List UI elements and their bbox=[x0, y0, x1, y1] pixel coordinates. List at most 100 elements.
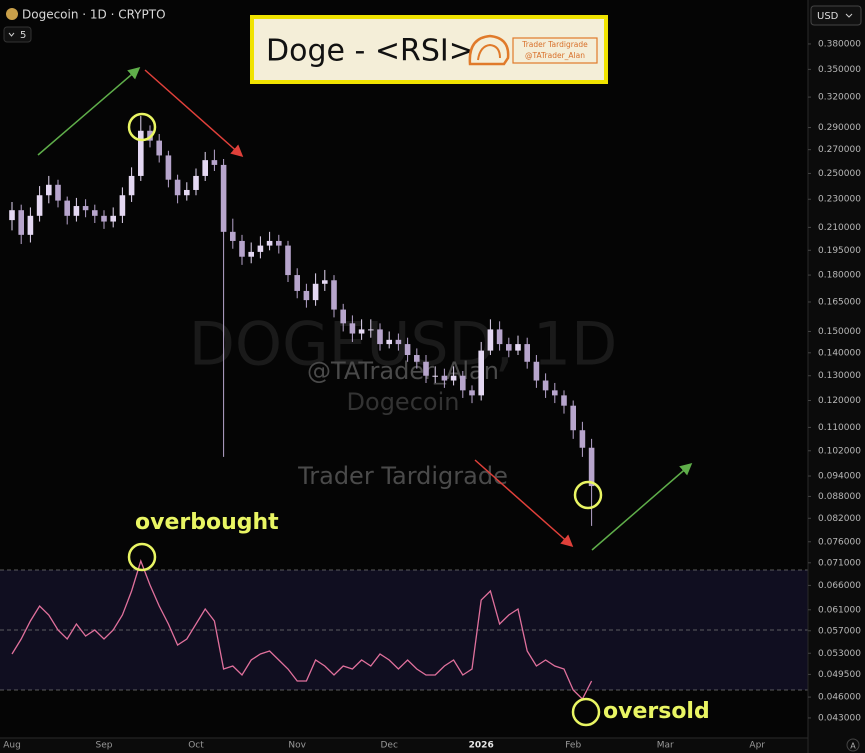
x-tick-label: Apr bbox=[749, 741, 765, 751]
title-box: Doge - <RSI> Trader Tardigrade @TATrader… bbox=[250, 15, 608, 84]
y-tick-label: 0.130000 bbox=[818, 371, 861, 381]
currency[interactable]: USD bbox=[817, 11, 839, 22]
y-tick-label: 0.270000 bbox=[818, 145, 861, 155]
candle-body bbox=[73, 206, 80, 216]
plot bbox=[0, 116, 808, 701]
y-tick-label: 0.094000 bbox=[818, 472, 861, 482]
candle-body bbox=[257, 245, 264, 252]
candle-body bbox=[588, 447, 595, 487]
candle-body bbox=[349, 323, 356, 334]
candle-body bbox=[515, 344, 521, 351]
watermark-brand: Trader Tardigrade bbox=[297, 462, 508, 490]
candle-body bbox=[211, 160, 218, 165]
candle-body bbox=[119, 195, 126, 216]
watermark: DOGEUSD, 1D @TATrader_Alan Dogecoin Trad… bbox=[189, 310, 618, 490]
candle-body bbox=[9, 210, 15, 221]
candle-body bbox=[312, 283, 319, 301]
highlight-circle bbox=[127, 542, 157, 572]
candle-body bbox=[239, 240, 245, 257]
highlight-circle bbox=[127, 112, 157, 142]
y-tick-label: 0.290000 bbox=[818, 123, 861, 133]
highlight-circle bbox=[571, 697, 601, 727]
symbol: Dogecoin · 1D · CRYPTO bbox=[22, 8, 166, 22]
candle-body bbox=[55, 184, 61, 201]
candle-body bbox=[156, 140, 162, 156]
y-tick-label: 0.076000 bbox=[818, 537, 861, 547]
candle-body bbox=[92, 210, 98, 216]
candle-body bbox=[368, 329, 374, 331]
candle-body bbox=[423, 361, 429, 376]
y-tick-label: 0.210000 bbox=[818, 223, 861, 233]
y-tick-label: 0.061000 bbox=[818, 605, 861, 615]
currency-box[interactable] bbox=[810, 5, 862, 26]
trend-arrow bbox=[591, 463, 693, 551]
candle-body bbox=[432, 375, 438, 377]
watermark-handle: @TATrader_Alan bbox=[307, 357, 499, 385]
y-tick-label: 0.120000 bbox=[818, 396, 861, 406]
watermark-name: Dogecoin bbox=[347, 388, 460, 416]
trend-arrow bbox=[144, 69, 244, 157]
candle-body bbox=[82, 206, 89, 211]
interval-count[interactable]: 5 bbox=[20, 30, 26, 41]
candle-body bbox=[230, 231, 236, 241]
auto-label[interactable]: A bbox=[850, 742, 856, 751]
y-tick-label: 0.140000 bbox=[818, 348, 861, 358]
x-tick-label: Oct bbox=[188, 741, 204, 751]
y-tick-label: 0.057000 bbox=[818, 626, 861, 636]
y-tick-label: 0.043000 bbox=[818, 713, 861, 723]
candle-body bbox=[36, 195, 43, 216]
annotation: oversold bbox=[603, 699, 710, 724]
candle-body bbox=[174, 179, 181, 196]
candle-body bbox=[202, 160, 208, 176]
header: Dogecoin · 1D · CRYPTO 5 USD bbox=[3, 5, 862, 43]
candle-body bbox=[46, 184, 52, 196]
y-tick-label: 0.180000 bbox=[818, 271, 861, 281]
interval-box[interactable] bbox=[3, 26, 32, 43]
title-frame bbox=[250, 15, 608, 84]
candle-body bbox=[524, 344, 530, 362]
candle-body bbox=[450, 375, 457, 381]
y-tick-label: 0.250000 bbox=[818, 169, 861, 179]
candle-body bbox=[552, 390, 558, 396]
logo-box bbox=[512, 37, 598, 64]
candle-body bbox=[18, 210, 24, 235]
x-tick-label: 2026 bbox=[469, 741, 494, 751]
annotations: overbought oversold bbox=[37, 67, 710, 727]
candle-body bbox=[101, 215, 107, 222]
candle-body bbox=[542, 380, 549, 391]
x-tick-label: Nov bbox=[288, 741, 306, 751]
candle-body bbox=[561, 395, 567, 406]
candle-body bbox=[64, 200, 70, 216]
candle-body bbox=[340, 309, 346, 324]
trend-arrow bbox=[474, 459, 574, 547]
candle-body bbox=[414, 355, 420, 362]
y-tick-label: 0.195000 bbox=[818, 246, 861, 256]
candle-body bbox=[276, 240, 282, 246]
x-tick-label: Feb bbox=[565, 741, 581, 751]
x-tick-label: Mar bbox=[657, 741, 674, 751]
candle-body bbox=[469, 390, 475, 396]
y-tick-label: 0.102000 bbox=[818, 446, 861, 456]
candle-body bbox=[487, 329, 494, 351]
candle-body bbox=[266, 240, 273, 246]
candle-body bbox=[294, 275, 300, 291]
coin-icon bbox=[6, 8, 18, 20]
candle-body bbox=[193, 175, 199, 190]
candle-body bbox=[248, 251, 254, 257]
auto-button[interactable] bbox=[846, 738, 860, 752]
y-tick-label: 0.066000 bbox=[818, 581, 861, 591]
highlight-circle bbox=[573, 480, 603, 510]
annotation: overbought bbox=[135, 510, 279, 535]
candle-body bbox=[506, 344, 512, 351]
candle-body bbox=[404, 344, 411, 356]
candle-body bbox=[331, 280, 337, 310]
candle-body bbox=[395, 339, 402, 345]
y-tick-label: 0.230000 bbox=[818, 195, 861, 205]
rsi-line bbox=[11, 559, 593, 701]
x-tick-label: Dec bbox=[380, 741, 397, 751]
candle-body bbox=[165, 155, 172, 180]
y-tick-label: 0.071000 bbox=[818, 558, 861, 568]
y-tick-label: 0.165000 bbox=[818, 297, 861, 307]
candle-body bbox=[496, 329, 503, 345]
x-tick-label: Aug bbox=[3, 741, 21, 751]
